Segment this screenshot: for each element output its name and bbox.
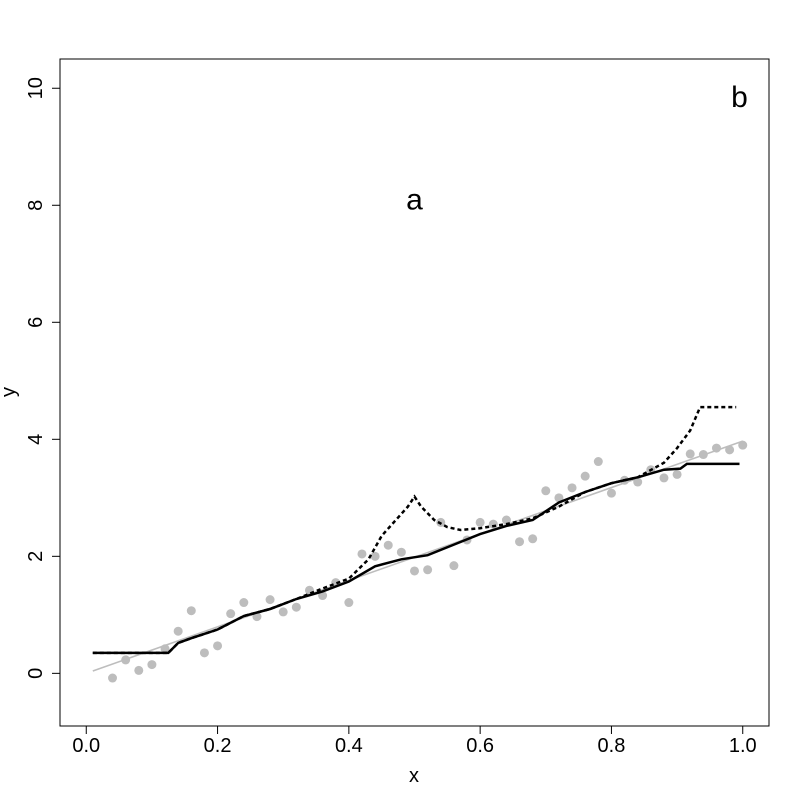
x-tick-label: 0.6 xyxy=(466,735,494,757)
data-point xyxy=(449,561,459,571)
data-point xyxy=(147,660,157,670)
data-point xyxy=(423,565,433,575)
data-point xyxy=(186,606,196,616)
y-tick-label: 8 xyxy=(25,200,47,211)
y-tick-label: 10 xyxy=(25,77,47,99)
data-point xyxy=(410,566,419,576)
data-point xyxy=(357,549,367,559)
data-point xyxy=(278,607,288,617)
data-point xyxy=(265,595,275,605)
data-point xyxy=(567,483,577,493)
data-point xyxy=(580,471,590,481)
x-tick-label: 0.2 xyxy=(204,735,232,757)
data-point xyxy=(291,602,301,612)
data-point xyxy=(606,488,616,498)
data-point xyxy=(475,517,485,527)
y-tick-label: 0 xyxy=(25,668,47,679)
data-point xyxy=(501,515,511,525)
data-point xyxy=(226,609,236,619)
x-tick-label: 1.0 xyxy=(729,735,757,757)
data-point xyxy=(134,665,144,675)
x-tick-label: 0.4 xyxy=(335,735,363,757)
curves xyxy=(92,405,743,672)
data-point xyxy=(213,641,223,651)
data-point xyxy=(108,673,118,683)
y-axis: 0 2 4 6 8 10 xyxy=(25,77,61,679)
y-tick-label: 2 xyxy=(25,551,47,562)
data-point xyxy=(554,493,564,503)
data-point xyxy=(685,449,695,459)
data-point xyxy=(370,551,380,561)
data-point xyxy=(344,598,354,608)
data-point xyxy=(199,648,209,658)
solid-curve xyxy=(92,462,740,655)
data-point xyxy=(396,547,406,557)
annotation-b: b xyxy=(731,81,748,114)
x-tick-label: 0.8 xyxy=(598,735,626,757)
y-axis-label: y xyxy=(0,387,20,397)
data-point xyxy=(541,486,551,496)
data-point xyxy=(738,440,748,450)
annotation-a: a xyxy=(406,183,423,216)
data-point xyxy=(725,445,735,455)
data-point xyxy=(672,469,682,479)
y-tick-label: 4 xyxy=(25,434,47,445)
data-point xyxy=(173,626,183,636)
dashed-curve xyxy=(92,405,737,655)
plot-frame xyxy=(59,58,770,727)
data-point xyxy=(659,473,669,483)
x-tick-label: 0.0 xyxy=(72,735,100,757)
x-axis: 0.0 0.2 0.4 0.6 0.8 1.0 xyxy=(72,725,757,757)
data-point xyxy=(239,598,249,608)
data-point xyxy=(515,537,525,547)
scatter-points xyxy=(108,440,748,683)
data-point xyxy=(528,534,538,544)
x-axis-label: x xyxy=(409,765,419,787)
data-point xyxy=(383,540,393,550)
y-tick-label: 6 xyxy=(25,317,47,328)
data-point xyxy=(593,457,603,467)
